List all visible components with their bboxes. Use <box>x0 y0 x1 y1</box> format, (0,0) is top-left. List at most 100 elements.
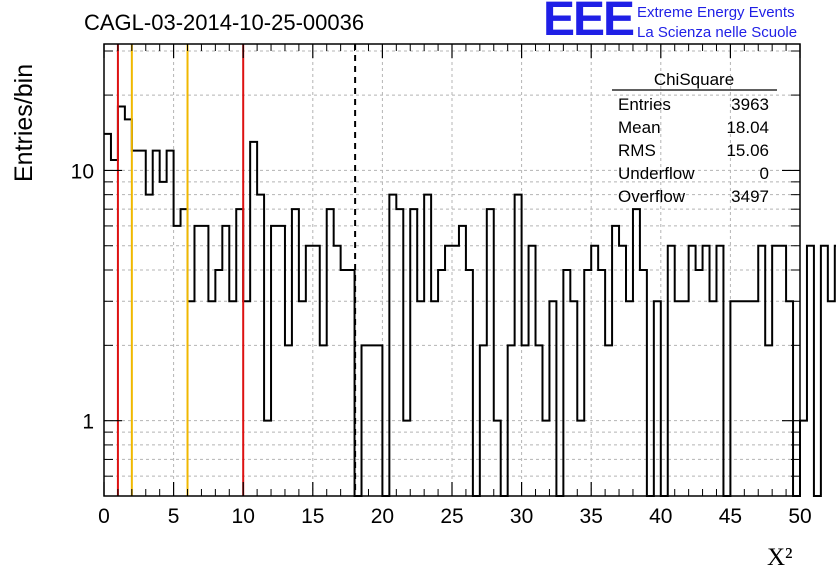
histogram-bin <box>633 209 640 496</box>
histogram-bin <box>758 246 765 496</box>
histogram-bin <box>598 270 605 496</box>
histogram-bin <box>654 301 661 496</box>
histogram-bin <box>167 151 174 496</box>
histogram-bin <box>153 151 160 496</box>
eee-logo: EEE Extreme Energy Events La Scienza nel… <box>543 0 833 46</box>
x-tick-label: 20 <box>371 505 394 528</box>
stats-row-value: 18.04 <box>726 118 769 137</box>
histogram-bin <box>327 209 334 496</box>
histogram-bin <box>438 270 445 496</box>
histogram-bin <box>626 301 633 496</box>
histogram-bin <box>396 209 403 496</box>
histogram-bin <box>619 246 626 496</box>
histogram-bin <box>612 226 619 496</box>
histogram-bin <box>306 246 313 496</box>
x-tick-label: 25 <box>440 505 463 528</box>
x-tick-label: 10 <box>232 505 255 528</box>
x-tick-label: 50 <box>788 505 811 528</box>
histogram-bin <box>271 226 278 496</box>
eee-logo-mark: EEE <box>543 0 635 46</box>
grid-lines <box>104 44 800 496</box>
histogram-bin <box>529 246 536 496</box>
histogram-bin <box>570 301 577 496</box>
histogram-bin <box>278 226 285 496</box>
x-tick-label: 0 <box>98 505 110 528</box>
histogram-bin <box>710 301 717 496</box>
stats-row-value: 3963 <box>731 95 769 114</box>
histogram-bin <box>730 301 737 496</box>
histogram-bin <box>299 301 306 496</box>
histogram-bin <box>243 301 250 496</box>
stats-row-value: 3497 <box>731 187 769 206</box>
histogram-bin <box>181 209 188 496</box>
histogram-bin <box>229 301 236 496</box>
x-tick-label: 40 <box>649 505 672 528</box>
histogram-bin <box>682 301 689 496</box>
x-tick-label: 5 <box>168 505 180 528</box>
stats-row-label: RMS <box>618 141 656 160</box>
y-axis-label: Entries/bin <box>10 64 38 182</box>
histogram-bin <box>313 246 320 496</box>
histogram-bin <box>215 270 222 496</box>
eee-logo-subtitle: Extreme Energy Events <box>637 4 795 21</box>
histogram-bin <box>292 209 299 496</box>
eee-logo-tagline: La Scienza nelle Scuole <box>637 24 798 41</box>
histogram-bin <box>807 246 814 496</box>
histogram-bin <box>779 246 786 496</box>
stats-row-label: Underflow <box>618 164 695 183</box>
histogram-bin <box>751 301 758 496</box>
histogram-bin <box>139 151 146 496</box>
histogram-bin <box>188 301 195 496</box>
y-tick-label: 1 <box>82 411 94 434</box>
stats-title: ChiSquare <box>654 70 734 89</box>
histogram-bin <box>737 301 744 496</box>
histogram-bin <box>410 209 417 496</box>
stats-rows: Entries 3963 Mean 18.04 RMS 15.06 Underflow 0 Ov… <box>618 95 769 206</box>
histogram-bin <box>696 270 703 496</box>
histogram-bin <box>174 226 181 496</box>
x-tick-label: 15 <box>301 505 324 528</box>
histogram-bin <box>208 301 215 496</box>
histogram-bin <box>584 270 591 496</box>
histogram-bin <box>703 246 710 496</box>
histogram-bin <box>452 246 459 496</box>
x-tick-label: 45 <box>719 505 742 528</box>
histogram-bin <box>800 421 807 496</box>
histogram-bin <box>487 209 494 496</box>
histogram-bin <box>591 246 598 496</box>
histogram-bin <box>194 226 201 496</box>
histogram-bin <box>821 246 828 496</box>
histogram-bin <box>201 226 208 496</box>
stats-row-label: Overflow <box>618 187 686 206</box>
histogram-bin <box>236 209 243 496</box>
histogram-bin <box>104 134 111 496</box>
stats-row-label: Mean <box>618 118 661 137</box>
x-tick-label: 35 <box>580 505 603 528</box>
stats-row-value: 0 <box>760 164 769 183</box>
histogram-bin <box>466 270 473 496</box>
axis-ticks <box>103 44 801 497</box>
histogram-bin <box>668 246 675 496</box>
histogram-bin <box>828 301 835 496</box>
x-tick-label: 30 <box>510 505 533 528</box>
histogram-bin <box>772 246 779 496</box>
histogram-bin <box>111 160 118 496</box>
histogram-bin <box>334 246 341 496</box>
axis-tick-labels: 0 5 10 15 20 25 30 35 40 45 50 1 10 <box>71 160 812 528</box>
histogram-bin <box>744 301 751 496</box>
histogram-bin <box>549 301 556 496</box>
histogram-bin <box>222 226 229 496</box>
histogram-bin <box>445 246 452 496</box>
histogram-bin <box>640 270 647 496</box>
histogram-bin <box>125 119 132 496</box>
x-axis-label: X² <box>767 544 793 571</box>
histogram-bin <box>341 270 348 496</box>
histogram-bin <box>459 226 466 496</box>
histogram-bin <box>786 301 793 496</box>
histogram-bin <box>132 151 139 496</box>
histogram-bin <box>348 270 355 496</box>
histogram-bin <box>160 182 167 496</box>
histogram-bin <box>675 301 682 496</box>
stats-row-value: 15.06 <box>726 141 769 160</box>
